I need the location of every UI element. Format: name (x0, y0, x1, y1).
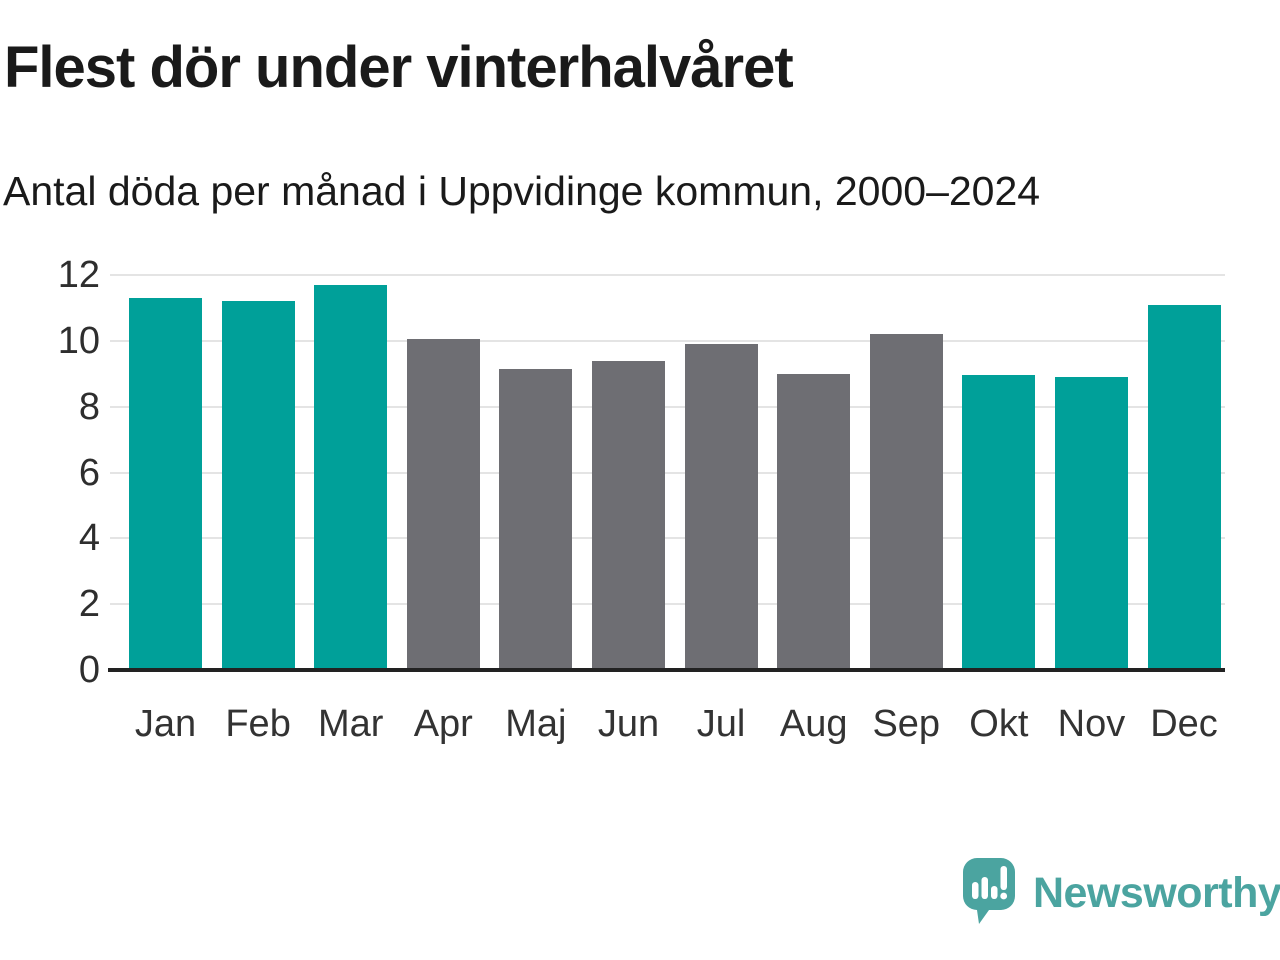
chart-subtitle: Antal döda per månad i Uppvidinge kommun… (3, 168, 1041, 214)
x-axis-labels: Jan Feb Mar Apr Maj Jun Jul Aug Sep Okt Nov Dec (110, 694, 1225, 754)
bar-jun (591, 360, 665, 670)
x-tick-label-nov: Nov (1057, 703, 1126, 745)
x-tick-label-sep: Sep (872, 703, 941, 745)
bar-jan (129, 298, 202, 670)
logo-exclamation-dot (1000, 892, 1008, 900)
y-tick-label-12: 12 (57, 254, 100, 296)
x-tick-label-apr: Apr (413, 703, 473, 745)
bar-mar (314, 284, 388, 670)
x-tick-label-aug: Aug (779, 703, 848, 745)
y-tick-label-8: 8 (78, 385, 100, 428)
x-tick-label-okt: Okt (969, 703, 1029, 745)
bar-maj (499, 368, 573, 670)
gridline-y10 (110, 339, 1225, 342)
x-tick-label-feb: Feb (225, 703, 291, 745)
logo-bar-3 (991, 886, 998, 899)
x-tick-label-maj: Maj (505, 703, 567, 745)
gridline-y6 (110, 471, 1225, 474)
gridline-y4 (110, 537, 1225, 540)
bar-feb (221, 301, 295, 670)
newsworthy-logo: Newsworthy (963, 858, 1280, 928)
x-tick-label-dec: Dec (1150, 703, 1218, 745)
x-tick-label-mar: Mar (317, 703, 384, 745)
bar-okt (962, 375, 1036, 670)
plot-area (108, 274, 1225, 672)
bar-sep (869, 334, 943, 670)
logo-exclamation-line (1000, 866, 1007, 890)
chart-title: Flest dör under vinterhalvåret (4, 35, 794, 100)
newsworthy-logo-icon (963, 858, 1015, 924)
logo-bar-1 (972, 882, 979, 899)
bar-dec (1147, 304, 1221, 670)
bar-jul (684, 344, 758, 670)
x-tick-label-jun: Jun (597, 703, 660, 745)
y-axis-labels: 0 2 4 6 8 10 12 (0, 0, 100, 960)
logo-bar-2 (981, 877, 988, 899)
x-tick-label-jul: Jul (696, 703, 746, 745)
newsworthy-wordmark: Newsworthy (1033, 869, 1280, 917)
y-tick-label-4: 4 (78, 517, 100, 560)
logo-bubble-shape (963, 858, 1015, 924)
y-tick-label-0: 0 (78, 649, 100, 691)
bars-group (110, 275, 1225, 670)
x-tick-label-jan: Jan (134, 703, 197, 745)
y-tick-label-6: 6 (78, 451, 100, 494)
gridline-y12 (110, 274, 1225, 276)
gridline-y2 (110, 603, 1225, 606)
bar-nov (1054, 377, 1128, 670)
bar-apr (406, 339, 480, 670)
bar-aug (777, 373, 851, 670)
gridline-y8 (110, 405, 1225, 408)
y-tick-label-10: 10 (57, 319, 100, 362)
y-tick-label-2: 2 (78, 583, 100, 626)
x-axis-line (108, 668, 1225, 672)
